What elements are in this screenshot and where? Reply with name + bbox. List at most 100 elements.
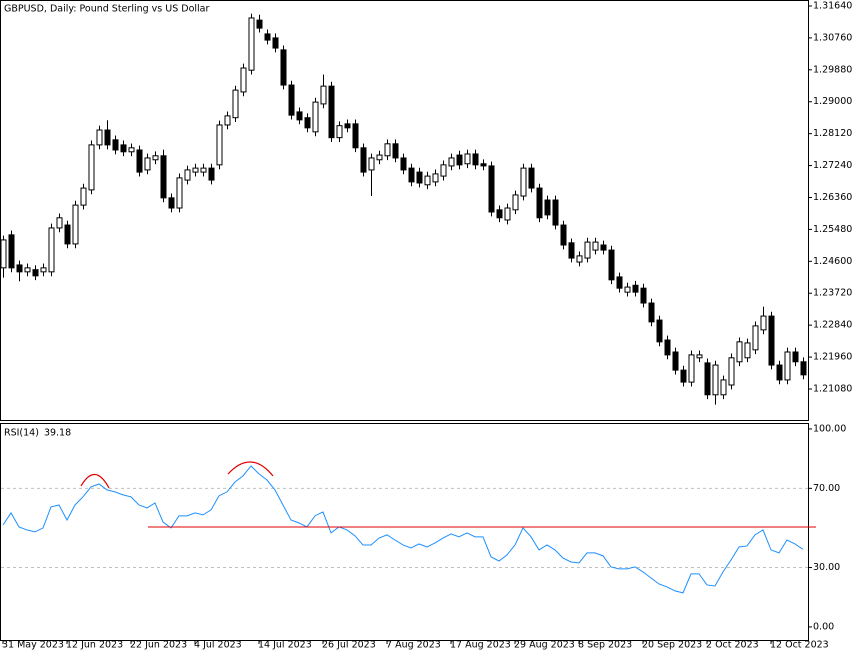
- y-tick-label: 1.28120: [813, 128, 852, 139]
- y-tick-label: 0.00: [813, 621, 834, 632]
- x-tick-label: 12 Jun 2023: [66, 640, 123, 650]
- y-tick-label: 30.00: [813, 562, 840, 573]
- candle-body: [264, 33, 271, 41]
- y-tick-label: 1.22840: [813, 320, 852, 331]
- candle-body: [480, 163, 487, 167]
- candle-body: [320, 85, 327, 105]
- candle-body: [672, 351, 679, 371]
- candle-body: [488, 165, 495, 213]
- candle-body: [304, 117, 311, 129]
- rsi-value: 39.18: [44, 428, 71, 439]
- candle-body: [504, 207, 511, 221]
- candle-body: [8, 234, 15, 269]
- candle-body: [328, 85, 335, 139]
- candle-body: [272, 37, 279, 49]
- candle-body: [112, 139, 119, 151]
- candle-body: [800, 361, 807, 376]
- candle-body: [712, 364, 719, 396]
- candle-body: [40, 267, 47, 273]
- candle-body: [608, 249, 615, 281]
- candle-body: [360, 147, 367, 173]
- candle-body: [168, 197, 175, 209]
- y-tick-label: 70.00: [813, 483, 840, 494]
- candle-body: [728, 357, 735, 386]
- y-tick-label: 1.25480: [813, 224, 852, 235]
- y-tick-label: 1.21080: [813, 383, 852, 394]
- candle-body: [408, 167, 415, 183]
- candle-body: [688, 354, 695, 383]
- candle-body: [416, 171, 423, 184]
- candle-body: [664, 339, 671, 356]
- candle-body: [16, 264, 23, 273]
- candle-body: [368, 157, 375, 171]
- candle-body: [96, 129, 103, 146]
- candle-body: [176, 177, 183, 209]
- candle-body: [768, 315, 775, 366]
- candle-body: [496, 209, 503, 219]
- candle-body: [560, 224, 567, 246]
- candle-body: [64, 224, 71, 245]
- candle-body: [568, 242, 575, 259]
- candle-body: [296, 111, 303, 121]
- candle-body: [456, 154, 463, 166]
- x-tick-label: 14 Jul 2023: [258, 640, 312, 650]
- candle-body: [200, 167, 207, 173]
- candle-body: [104, 129, 111, 146]
- candle-body: [400, 157, 407, 171]
- candle-body: [376, 154, 383, 161]
- candle-body: [704, 362, 711, 396]
- candle-body: [128, 147, 135, 153]
- candle-body: [312, 101, 319, 133]
- candle-body: [616, 276, 623, 289]
- candle-body: [776, 364, 783, 381]
- candle-body: [520, 167, 527, 197]
- candle-body: [160, 155, 167, 199]
- candle-body: [224, 115, 231, 126]
- peak-arc: [80, 473, 110, 489]
- candle-body: [144, 157, 151, 171]
- candle-body: [136, 149, 143, 173]
- y-tick-label: 1.24600: [813, 256, 852, 267]
- y-tick-label: 1.29000: [813, 96, 852, 107]
- candle-body: [744, 342, 751, 359]
- candle-body: [600, 244, 607, 251]
- x-tick-label: 22 Jun 2023: [130, 640, 187, 650]
- candle-body: [792, 351, 799, 363]
- x-tick-label: 20 Sep 2023: [642, 640, 702, 650]
- x-tick-label: 7 Aug 2023: [386, 640, 441, 650]
- x-tick-label: 31 May 2023: [2, 640, 64, 650]
- y-tick-label: 1.23720: [813, 288, 852, 299]
- x-tick-label: 26 Jul 2023: [322, 640, 376, 650]
- candle-body: [384, 143, 391, 157]
- chart-title: GBPUSD, Daily: Pound Sterling vs US Doll…: [4, 4, 209, 15]
- candle-body: [736, 341, 743, 363]
- candle-body: [760, 315, 767, 331]
- candle-body: [24, 267, 31, 273]
- candle-body: [336, 125, 343, 139]
- candle-body: [424, 175, 431, 186]
- x-tick-label: 4 Jul 2023: [194, 640, 242, 650]
- y-tick-label: 1.26360: [813, 192, 852, 203]
- candle-body: [32, 269, 39, 277]
- candle-body: [624, 286, 631, 293]
- candle-body: [56, 217, 63, 229]
- candle-body: [544, 199, 551, 216]
- candle-body: [120, 144, 127, 153]
- x-tick-label: 12 Oct 2023: [770, 640, 829, 650]
- x-tick-label: 8 Sep 2023: [578, 640, 632, 650]
- candle-body: [536, 187, 543, 219]
- candle-body: [584, 241, 591, 259]
- x-tick-label: 2 Oct 2023: [706, 640, 759, 650]
- candle-body: [432, 173, 439, 183]
- y-tick-label: 1.27240: [813, 160, 852, 171]
- rsi-panel: [0, 423, 809, 641]
- candle-body: [232, 89, 239, 119]
- candle-body: [552, 199, 559, 226]
- candle-body: [208, 167, 215, 181]
- price-panel: [0, 0, 809, 421]
- candle-body: [640, 287, 647, 304]
- candle-body: [344, 123, 351, 129]
- candle-body: [648, 302, 655, 323]
- y-tick-label: 100.00: [813, 423, 846, 434]
